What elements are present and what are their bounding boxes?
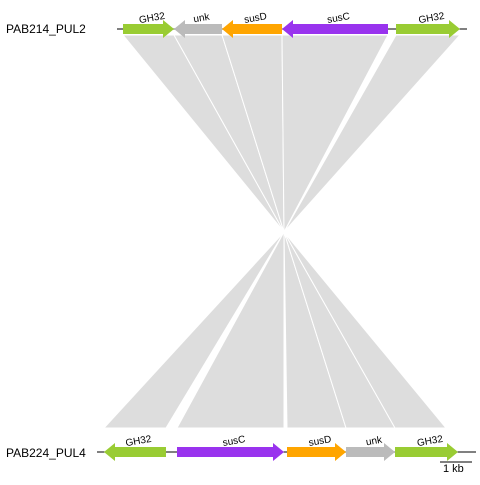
homology-link — [283, 34, 462, 233]
scale-bar-label: 1 kb — [443, 463, 464, 475]
bottom-track: GH32 susC susD unk GH32 — [97, 434, 476, 461]
top-gene-label: GH32 — [418, 11, 446, 26]
bottom-gene-arrow-gh32 — [395, 443, 458, 461]
top-gene-arrow-susd — [222, 20, 282, 38]
top-gene-arrow-gh32 — [123, 20, 174, 38]
homology-link — [102, 231, 285, 429]
bottom-gene-label: susD — [308, 434, 332, 449]
top-gene-label: unk — [193, 12, 212, 26]
track-label-bottom: PAB224_PUL4 — [6, 446, 86, 460]
homology-links — [102, 34, 462, 429]
bottom-gene-label: susC — [222, 434, 246, 449]
homology-link — [281, 34, 389, 233]
bottom-gene-label: unk — [365, 435, 384, 449]
top-gene-label: susD — [243, 11, 267, 26]
homology-link — [176, 231, 285, 429]
top-track: GH32 unk susD susC GH32 — [117, 11, 467, 38]
bottom-gene-arrow-susc — [177, 443, 284, 461]
bottom-gene-arrow-unk — [346, 443, 395, 461]
bottom-gene-label: GH32 — [416, 434, 444, 449]
top-gene-arrow-susc — [282, 20, 388, 38]
scale-bar: 1 kb — [440, 461, 472, 475]
track-label-top: PAB214_PUL2 — [6, 22, 86, 36]
bottom-gene-arrow-susd — [287, 443, 346, 461]
bottom-gene-arrow-gh32 — [104, 443, 166, 461]
top-gene-label: susC — [326, 11, 350, 26]
top-gene-arrow-unk — [174, 20, 222, 38]
top-gene-label: GH32 — [138, 11, 166, 26]
top-gene-arrow-gh32 — [396, 20, 460, 38]
bottom-gene-label: GH32 — [125, 434, 153, 449]
homology-link — [283, 231, 448, 429]
